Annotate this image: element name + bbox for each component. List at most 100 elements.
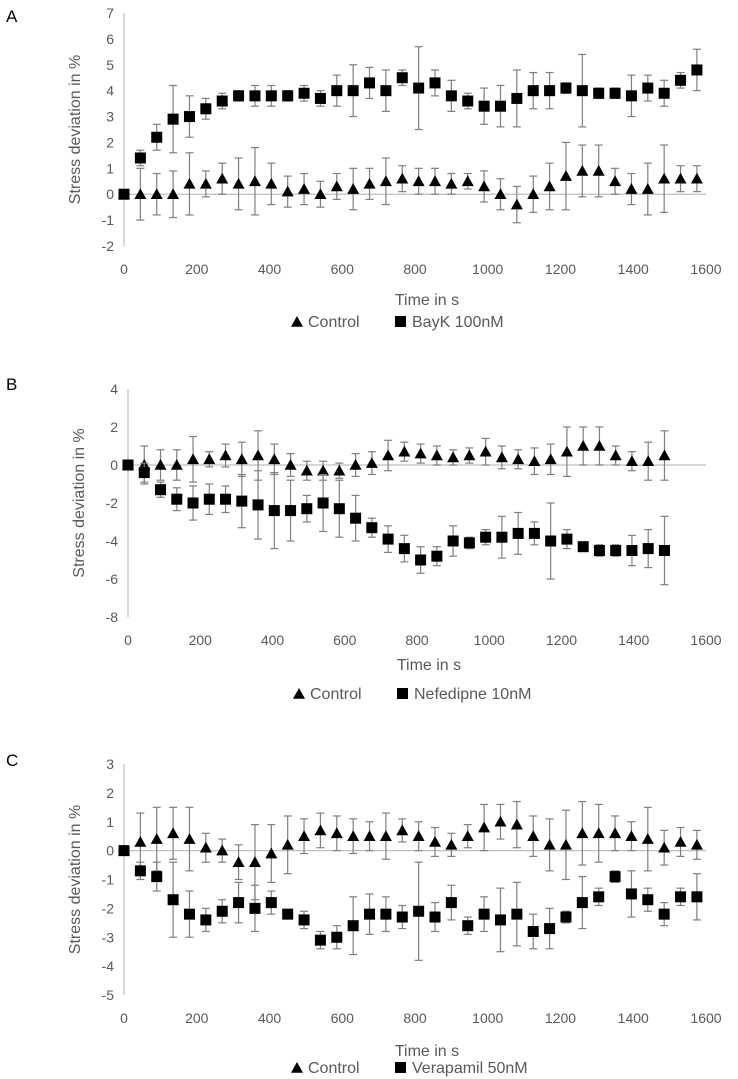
data-point-square <box>134 865 146 877</box>
data-point-triangle <box>379 175 392 187</box>
y-tick-label: 6 <box>106 31 114 47</box>
data-point-triangle <box>543 838 556 850</box>
data-point-triangle <box>382 449 395 461</box>
data-point-triangle <box>333 464 346 476</box>
data-point-square <box>236 495 248 507</box>
data-point-square <box>658 908 670 920</box>
x-tick-label: 800 <box>403 261 427 277</box>
y-tick-label: 0 <box>106 843 114 859</box>
data-point-square <box>382 533 394 545</box>
data-point-triangle <box>216 172 229 184</box>
y-tick-label: 2 <box>110 419 118 435</box>
data-point-triangle <box>396 172 409 184</box>
data-point-triangle <box>252 449 265 461</box>
data-point-square <box>577 541 589 553</box>
data-point-triangle <box>300 464 313 476</box>
data-point-square <box>445 90 457 102</box>
legend-treatment-label: BayK 100nM <box>412 314 504 331</box>
data-point-square <box>642 543 654 555</box>
data-point-square <box>187 497 199 509</box>
data-point-triangle <box>447 451 460 463</box>
data-point-triangle <box>314 824 327 836</box>
data-point-triangle <box>232 177 245 189</box>
data-point-triangle <box>658 841 671 853</box>
data-point-square <box>545 535 557 547</box>
y-tick-label: -1 <box>102 872 115 888</box>
data-point-triangle <box>510 818 523 830</box>
data-point-triangle <box>298 830 311 841</box>
data-point-triangle <box>167 188 180 200</box>
data-point-triangle <box>412 175 425 187</box>
legend-treatment-label: Nefedipne 10nM <box>414 686 531 703</box>
data-point-square <box>398 543 410 555</box>
y-tick-label: -4 <box>106 533 119 549</box>
data-point-triangle <box>363 830 376 841</box>
data-point-triangle <box>674 172 687 184</box>
y-tick-label: 4 <box>106 83 114 99</box>
data-point-square <box>429 911 441 923</box>
y-tick-label: -6 <box>106 571 119 587</box>
data-point-square <box>151 131 163 143</box>
x-tick-label: 1200 <box>545 1010 576 1026</box>
data-point-triangle <box>527 188 540 200</box>
data-point-square <box>675 891 687 903</box>
legend-square-icon <box>395 1062 406 1073</box>
y-tick-label: -8 <box>106 609 119 625</box>
series-treatment <box>118 845 703 961</box>
y-tick-label: -4 <box>102 958 115 974</box>
data-point-square <box>282 90 294 102</box>
data-point-square <box>462 95 474 107</box>
legend-control-label: Control <box>308 1060 360 1077</box>
y-tick-label: 1 <box>106 160 114 176</box>
legend-control-label: Control <box>308 314 360 331</box>
y-tick-label: -1 <box>102 212 115 228</box>
data-point-triangle <box>134 835 147 847</box>
y-tick-label: 7 <box>106 5 114 21</box>
data-point-triangle <box>430 449 443 461</box>
series-control <box>118 141 703 224</box>
data-point-square <box>626 545 638 556</box>
data-point-triangle <box>625 455 638 466</box>
data-point-square <box>265 897 277 909</box>
y-tick-label: -2 <box>102 238 115 254</box>
data-point-square <box>462 920 474 932</box>
data-point-square <box>249 90 261 102</box>
data-point-square <box>561 533 573 545</box>
y-tick-label: 3 <box>106 109 114 125</box>
x-tick-label: 200 <box>185 1010 209 1026</box>
x-axis-title: Time in s <box>395 292 459 309</box>
x-tick-label: 600 <box>331 1010 355 1026</box>
x-tick-label: 400 <box>258 261 282 277</box>
x-tick-label: 0 <box>120 261 128 277</box>
x-tick-label: 200 <box>185 261 209 277</box>
data-point-square <box>265 90 277 102</box>
y-tick-label: -3 <box>102 929 115 945</box>
data-point-square <box>560 911 572 923</box>
data-point-square <box>331 931 343 943</box>
data-point-square <box>609 87 621 99</box>
y-tick-label: 0 <box>110 457 118 473</box>
x-tick-label: 1400 <box>618 632 649 648</box>
data-point-square <box>431 550 443 562</box>
x-tick-label: 0 <box>120 1010 128 1026</box>
x-tick-label: 200 <box>189 632 213 648</box>
data-point-square <box>252 499 264 511</box>
data-point-square <box>347 85 359 97</box>
y-tick-label: -2 <box>106 495 119 511</box>
data-point-square <box>134 152 146 164</box>
data-point-square <box>447 535 459 547</box>
data-point-square <box>593 891 605 903</box>
data-point-triangle <box>674 835 687 847</box>
x-tick-label: 1200 <box>546 632 577 648</box>
data-point-square <box>347 920 359 932</box>
data-point-triangle <box>445 177 458 189</box>
y-tick-label: 5 <box>106 57 114 73</box>
data-point-triangle <box>478 821 491 833</box>
data-point-square <box>364 908 376 920</box>
data-point-triangle <box>560 445 573 457</box>
data-point-triangle <box>265 177 278 189</box>
data-point-square <box>183 908 195 920</box>
data-point-square <box>528 527 540 539</box>
data-point-square <box>200 914 212 926</box>
data-point-square <box>658 87 670 99</box>
